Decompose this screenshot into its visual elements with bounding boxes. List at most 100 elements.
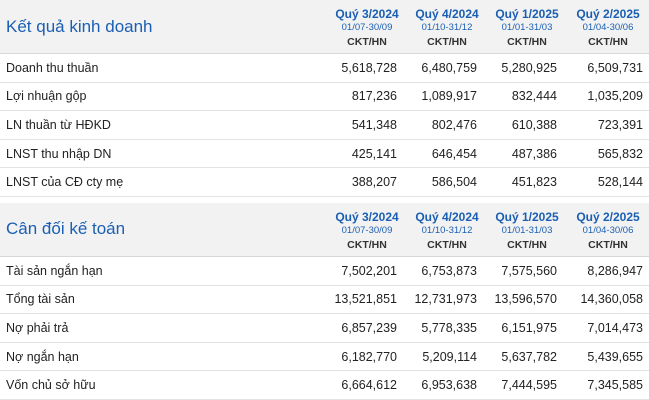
row-label: Lợi nhuận gộp [6,89,87,104]
cell-value: 6,664,612 [341,378,397,393]
cell-value: 646,454 [431,146,477,161]
cell-value: 12,731,973 [414,292,477,307]
row-label: Tổng tài sản [6,292,75,307]
table-row: Nợ ngắn hạn 6,182,770 5,209,114 5,637,78… [0,343,649,372]
cell-value: 6,509,731 [587,60,643,75]
cell-value: 451,823 [511,175,557,190]
date-range: 01/01-31/03 [501,224,553,236]
cell-value: 565,832 [597,146,643,161]
table-row: LN thuần từ HĐKD 541,348 802,476 610,388… [0,111,649,140]
quarter-label[interactable]: Quý 1/2025 [495,209,559,224]
quarter-label[interactable]: Quý 3/2024 [335,7,399,21]
cell-value: 425,141 [351,146,397,161]
cell-value: 6,480,759 [421,60,477,75]
column-header[interactable]: Quý 1/2025 01/01-31/03 CKT/HN [487,0,567,53]
date-range: 01/10-31/12 [421,22,473,33]
column-header[interactable]: Quý 3/2024 01/07-30/09 CKT/HN [327,203,407,256]
date-range: 01/07-30/09 [341,224,393,236]
table-row: Tổng tài sản 13,521,851 12,731,973 13,59… [0,286,649,315]
business-results-body: Doanh thu thuần 5,618,728 6,480,759 5,28… [0,54,649,197]
section-title: Cân đối kế toán [6,219,126,239]
cell-value: 7,502,201 [341,263,397,278]
row-label: Vốn chủ sở hữu [6,378,96,393]
quarter-label[interactable]: Quý 2/2025 [576,7,640,21]
cell-value: 586,504 [431,175,477,190]
cell-value: 7,345,585 [587,378,643,393]
report-type: CKT/HN [427,238,467,251]
cell-value: 6,753,873 [421,263,477,278]
table-row: Lợi nhuận gộp 817,236 1,089,917 832,444 … [0,83,649,112]
table-row: LNST thu nhập DN 425,141 646,454 487,386… [0,140,649,169]
column-header[interactable]: Quý 2/2025 01/04-30/06 CKT/HN [567,203,649,256]
cell-value: 802,476 [431,117,477,132]
balance-sheet-header: Cân đối kế toán Quý 3/2024 01/07-30/09 C… [0,202,649,257]
report-type: CKT/HN [588,36,628,48]
column-header[interactable]: Quý 4/2024 01/10-31/12 CKT/HN [407,203,487,256]
quarter-label[interactable]: Quý 4/2024 [415,209,479,224]
cell-value: 541,348 [351,117,397,132]
quarter-label[interactable]: Quý 1/2025 [495,7,559,21]
cell-value: 6,151,975 [501,320,557,335]
report-type: CKT/HN [588,238,628,251]
cell-value: 7,575,560 [501,263,557,278]
row-label: LNST thu nhập DN [6,146,112,161]
cell-value: 14,360,058 [580,292,643,307]
table-row: LNST của CĐ cty mẹ 388,207 586,504 451,8… [0,168,649,197]
cell-value: 7,444,595 [501,378,557,393]
column-header[interactable]: Quý 3/2024 01/07-30/09 CKT/HN [327,0,407,53]
cell-value: 832,444 [511,89,557,104]
cell-value: 1,089,917 [421,89,477,104]
cell-value: 1,035,209 [587,89,643,104]
report-type: CKT/HN [507,238,547,251]
table-row: Tài sản ngắn hạn 7,502,201 6,753,873 7,5… [0,257,649,286]
table-row: Nợ phải trả 6,857,239 5,778,335 6,151,97… [0,314,649,343]
cell-value: 7,014,473 [587,320,643,335]
cell-value: 817,236 [351,89,397,104]
business-results-header: Kết quả kinh doanh Quý 3/2024 01/07-30/0… [0,0,649,54]
cell-value: 610,388 [511,117,557,132]
cell-value: 487,386 [511,146,557,161]
quarter-label[interactable]: Quý 3/2024 [335,209,399,224]
cell-value: 528,144 [597,175,643,190]
row-label: LNST của CĐ cty mẹ [6,175,124,190]
date-range: 01/04-30/06 [582,22,634,33]
section-title: Kết quả kinh doanh [6,16,153,36]
report-type: CKT/HN [427,36,467,48]
cell-value: 723,391 [597,117,643,132]
cell-value: 6,182,770 [341,349,397,364]
table-row: Vốn chủ sở hữu 6,664,612 6,953,638 7,444… [0,371,649,400]
cell-value: 5,778,335 [421,320,477,335]
date-range: 01/01-31/03 [501,22,553,33]
row-label: Doanh thu thuần [6,60,99,75]
row-label: LN thuần từ HĐKD [6,117,111,132]
cell-value: 13,521,851 [334,292,397,307]
business-results-section: Kết quả kinh doanh Quý 3/2024 01/07-30/0… [0,0,649,197]
report-type: CKT/HN [347,238,387,251]
balance-sheet-body: Tài sản ngắn hạn 7,502,201 6,753,873 7,5… [0,257,649,400]
cell-value: 388,207 [351,175,397,190]
quarter-label[interactable]: Quý 4/2024 [415,7,479,21]
cell-value: 5,637,782 [501,349,557,364]
report-type: CKT/HN [347,36,387,48]
date-range: 01/04-30/06 [582,224,634,236]
cell-value: 13,596,570 [494,292,557,307]
cell-value: 5,280,925 [501,60,557,75]
cell-value: 5,439,655 [587,349,643,364]
cell-value: 6,953,638 [421,378,477,393]
quarter-label[interactable]: Quý 2/2025 [576,209,640,224]
table-row: Doanh thu thuần 5,618,728 6,480,759 5,28… [0,54,649,83]
column-header[interactable]: Quý 1/2025 01/01-31/03 CKT/HN [487,203,567,256]
date-range: 01/07-30/09 [341,22,393,33]
row-label: Nợ ngắn hạn [6,349,79,364]
column-header[interactable]: Quý 4/2024 01/10-31/12 CKT/HN [407,0,487,53]
cell-value: 5,618,728 [341,60,397,75]
date-range: 01/10-31/12 [421,224,473,236]
balance-sheet-section: Cân đối kế toán Quý 3/2024 01/07-30/09 C… [0,202,649,400]
cell-value: 5,209,114 [422,349,477,364]
row-label: Nợ phải trả [6,320,69,335]
cell-value: 8,286,947 [587,263,643,278]
row-label: Tài sản ngắn hạn [6,263,103,278]
report-type: CKT/HN [507,36,547,48]
column-header[interactable]: Quý 2/2025 01/04-30/06 CKT/HN [567,0,649,53]
cell-value: 6,857,239 [341,320,397,335]
